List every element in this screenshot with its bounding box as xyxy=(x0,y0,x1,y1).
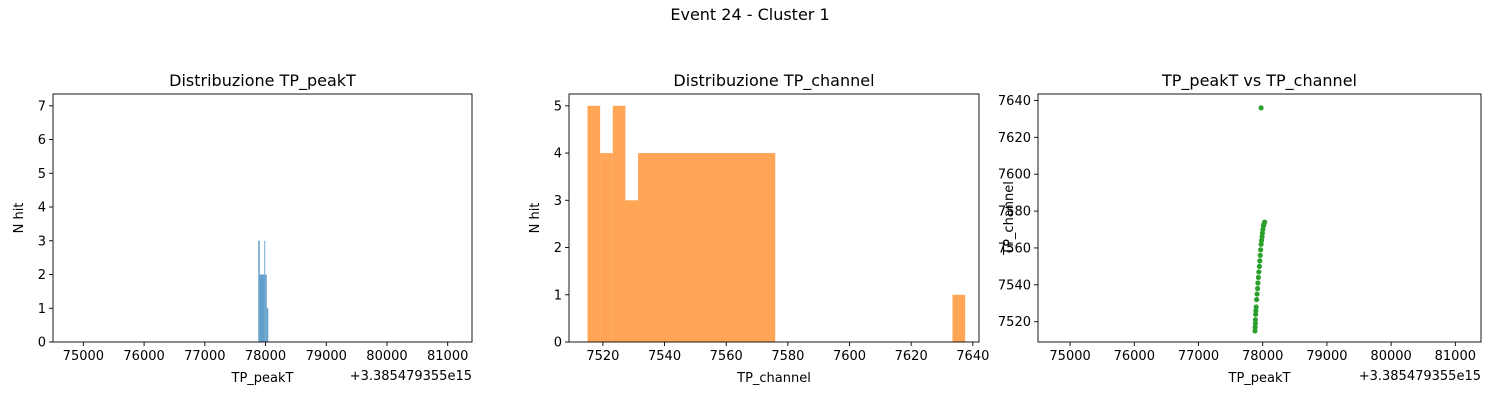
histogram-bar xyxy=(612,105,626,342)
y-tick-label: 4 xyxy=(554,147,562,162)
chart-panel-3: TP_peakT vs TP_channel 75000 76000 77000 780… xyxy=(998,71,1482,386)
x-tick-label: 79000 xyxy=(306,349,347,364)
x-tick-label: 7620 xyxy=(895,349,928,364)
y-tick-label: 7600 xyxy=(998,168,1031,183)
y-tick-label: 0 xyxy=(554,336,562,351)
y-tick-label: 3 xyxy=(554,194,562,209)
x-tick-label: 77000 xyxy=(184,349,225,364)
x-tick-label: 75000 xyxy=(63,349,104,364)
histogram-bar xyxy=(259,274,265,342)
x-tick-label: 77000 xyxy=(1178,349,1219,364)
scatter-point xyxy=(1252,328,1258,334)
histogram-bar xyxy=(625,200,639,342)
scatter-point xyxy=(1255,274,1262,281)
axes-frame xyxy=(52,93,473,343)
y-tick-label: 7620 xyxy=(998,131,1031,146)
y-tick-label: 5 xyxy=(554,99,562,114)
x-tick-label: 78000 xyxy=(245,349,286,364)
scatter-point xyxy=(1256,263,1262,270)
y-tick-label: 1 xyxy=(38,302,46,317)
x-axis-label: TP_peakT xyxy=(231,371,294,386)
x-axis-label: TP_channel xyxy=(736,371,811,386)
x-tick-label: 78000 xyxy=(1242,349,1283,364)
x-offset-text: +3.385479355e15 xyxy=(350,369,472,384)
scatter-point xyxy=(1254,285,1261,292)
y-tick-label: 2 xyxy=(38,268,46,283)
scatter-point xyxy=(1257,258,1263,264)
scatter-point xyxy=(1258,105,1264,111)
y-tick-label: 5 xyxy=(38,167,46,182)
y-tick-label: 7640 xyxy=(998,94,1031,109)
x-tick-label: 80000 xyxy=(366,349,407,364)
scatter-point xyxy=(1255,280,1261,286)
x-axis-label: TP_peakT xyxy=(1228,371,1291,386)
histogram-bar xyxy=(266,308,269,342)
y-axis-label: N hit xyxy=(12,203,27,234)
y-tick-label: 7580 xyxy=(998,205,1031,220)
x-tick-label: 7540 xyxy=(648,349,681,364)
x-tick-label: 76000 xyxy=(123,349,164,364)
chart-panel-2: Distribuzione TP_channel 7520 7540 7560 7580… xyxy=(528,71,989,386)
y-axis-label: TP_channel xyxy=(1002,181,1017,256)
y-tick-label: 4 xyxy=(38,201,46,216)
scatter-point xyxy=(1253,304,1259,310)
histogram-bar xyxy=(265,274,267,342)
y-axis-label: N hit xyxy=(528,203,543,234)
scatter-point xyxy=(1258,247,1264,253)
axes-frame xyxy=(1037,93,1482,343)
x-offset-text: +3.385479355e15 xyxy=(1359,369,1481,384)
chart-title: Distribuzione TP_peakT xyxy=(169,71,356,91)
y-tick-label: 2 xyxy=(554,241,562,256)
histogram-bar xyxy=(952,294,966,342)
x-tick-label: 81000 xyxy=(1435,349,1476,364)
x-tick-label: 75000 xyxy=(1049,349,1090,364)
x-tick-label: 7580 xyxy=(771,349,804,364)
y-tick-label: 1 xyxy=(554,288,562,303)
scatter-point xyxy=(1252,317,1258,323)
y-tick-label: 7560 xyxy=(998,241,1031,256)
scatter-point xyxy=(1254,296,1260,303)
histogram-bar xyxy=(264,240,266,342)
histogram-bar xyxy=(600,153,613,342)
y-tick-label: 6 xyxy=(38,133,46,148)
figure-title: Event 24 - Cluster 1 xyxy=(670,5,830,24)
y-tick-label: 7 xyxy=(38,99,46,114)
scatter-point xyxy=(1252,320,1258,327)
scatter-point xyxy=(1252,324,1258,330)
axes-frame xyxy=(568,93,980,343)
x-tick-label: 79000 xyxy=(1306,349,1347,364)
y-tick-label: 7540 xyxy=(998,278,1031,293)
scatter-point xyxy=(1253,311,1259,317)
x-tick-label: 7520 xyxy=(586,349,619,364)
scatter-point xyxy=(1262,219,1268,225)
scatter-point xyxy=(1254,291,1260,297)
scatter-point xyxy=(1256,269,1262,275)
histogram-bar xyxy=(587,105,601,342)
chart-title: TP_peakT vs TP_channel xyxy=(1161,71,1357,91)
y-tick-label: 3 xyxy=(38,234,46,249)
x-tick-label: 76000 xyxy=(1114,349,1155,364)
x-tick-label: 80000 xyxy=(1370,349,1411,364)
x-tick-label: 7640 xyxy=(956,349,989,364)
chart-title: Distribuzione TP_channel xyxy=(673,71,874,91)
x-tick-label: 7600 xyxy=(833,349,866,364)
x-tick-label: 7560 xyxy=(710,349,743,364)
scatter-point xyxy=(1257,252,1263,258)
x-tick-label: 81000 xyxy=(427,349,468,364)
histogram-bar xyxy=(638,153,776,342)
y-tick-label: 7520 xyxy=(998,315,1031,330)
y-tick-label: 0 xyxy=(38,336,46,351)
histogram-bar xyxy=(258,240,260,342)
